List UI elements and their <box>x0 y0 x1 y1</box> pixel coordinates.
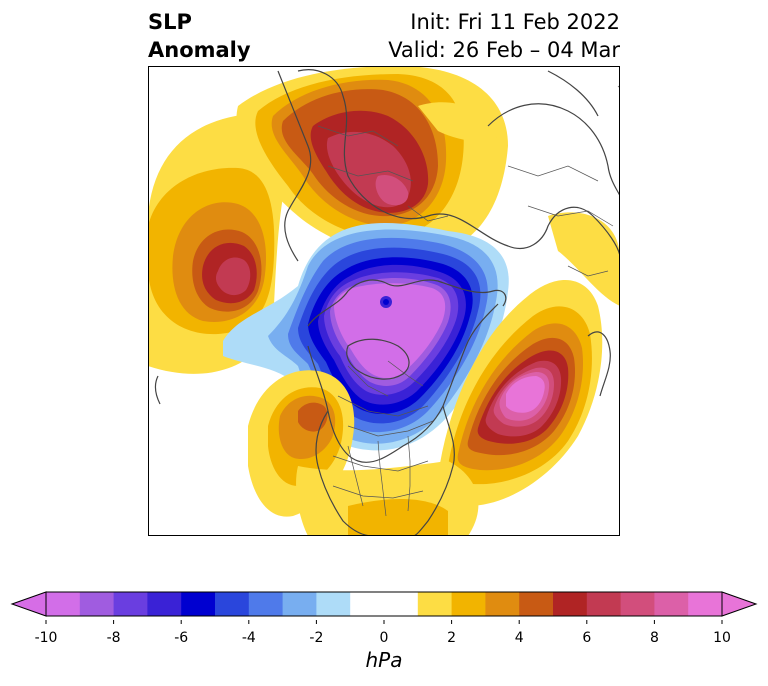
colorbar-high-extend <box>721 591 758 617</box>
colorbar-swatch <box>181 592 216 616</box>
west-coast-high-contours <box>248 370 355 517</box>
colorbar-swatch <box>417 592 453 616</box>
colorbar-swatch <box>46 592 81 616</box>
colorbar-frame <box>45 591 723 617</box>
map-frame <box>148 66 620 536</box>
atlantic-high-contours <box>438 279 603 506</box>
colorbar-tick-label: -6 <box>174 630 188 646</box>
map-dates: Init: Fri 11 Feb 2022 Valid: 26 Feb – 04… <box>388 8 620 64</box>
colorbar-tick-label: 6 <box>582 630 591 646</box>
colorbar-tick-label: 0 <box>380 630 389 646</box>
colorbar-swatch <box>215 592 250 616</box>
colorbar-tick-label: -2 <box>309 630 323 646</box>
colorbar-tick-label: -4 <box>242 630 256 646</box>
colorbar-swatch <box>147 592 182 616</box>
colorbar-tick-label: -10 <box>35 630 58 646</box>
anomaly-map <box>148 66 620 536</box>
colorbar-swatch <box>113 592 148 616</box>
colorbar-swatch <box>282 592 317 616</box>
colorbar-swatch <box>553 592 588 616</box>
colorbar-swatch <box>451 592 486 616</box>
colorbar-swatch <box>688 592 723 616</box>
colorbar-swatch <box>248 592 284 616</box>
country-borders <box>317 85 620 517</box>
colorbar-swatch <box>79 592 115 616</box>
colorbar-swatch <box>316 592 351 616</box>
colorbar-tick-label: 8 <box>650 630 659 646</box>
colorbar-swatch <box>350 592 385 616</box>
colorbar-swatch <box>384 592 419 616</box>
colorbar-swatch <box>485 592 520 616</box>
map-title: SLP Anomaly <box>148 8 251 64</box>
colorbar-tick-label: -8 <box>107 630 121 646</box>
init-date: Init: Fri 11 Feb 2022 <box>410 10 620 34</box>
colorbar-tick-label: 10 <box>713 630 731 646</box>
colorbar-tick-label: 2 <box>447 630 456 646</box>
colorbar-ticks: -10 -8 -6 -4 -2 0 2 4 6 8 10 <box>35 620 731 646</box>
colorbar <box>10 591 758 617</box>
title-anomaly: Anomaly <box>148 38 251 62</box>
colorbar-tick-label: 4 <box>515 630 524 646</box>
colorbar-swatch <box>620 592 655 616</box>
colorbar-swatch <box>654 592 689 616</box>
title-slp: SLP <box>148 10 192 34</box>
colorbar-low-extend <box>10 591 47 617</box>
colorbar-swatch <box>586 592 622 616</box>
valid-date: Valid: 26 Feb – 04 Mar <box>388 38 620 62</box>
colorbar-unit-label: hPa <box>365 648 403 672</box>
colorbar-swatch <box>519 592 554 616</box>
coastlines <box>154 69 620 536</box>
pacific-high-contours <box>148 113 294 374</box>
